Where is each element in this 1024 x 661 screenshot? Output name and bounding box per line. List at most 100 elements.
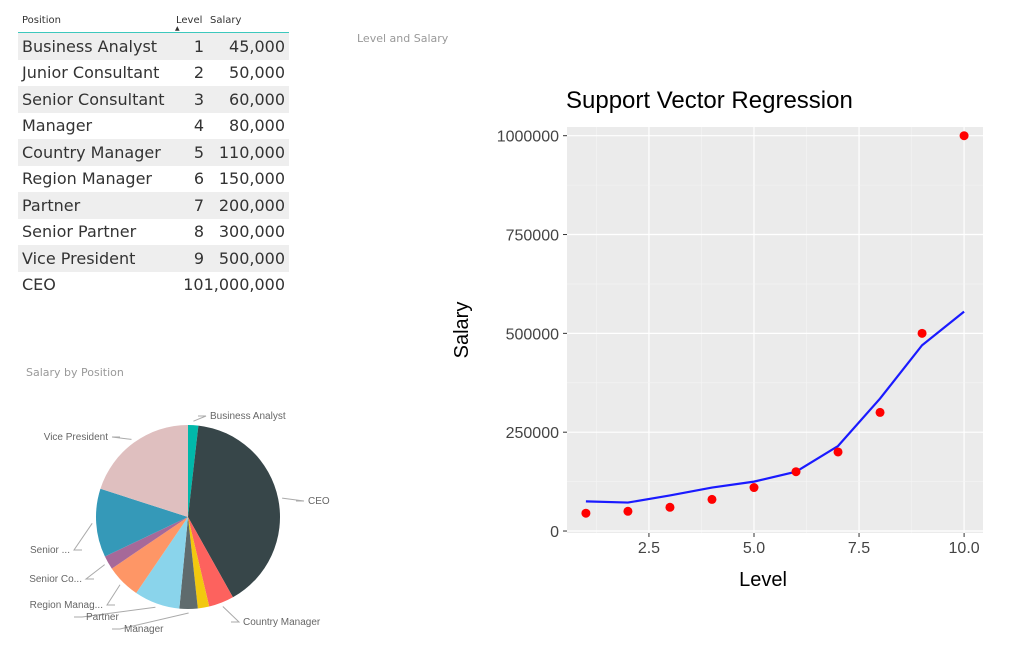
cell-position: Region Manager xyxy=(22,169,152,189)
y-tick-label: 0 xyxy=(550,524,559,541)
y-tick-label: 250000 xyxy=(506,425,559,442)
cell-level: 6 xyxy=(193,169,204,189)
salary-pie-chart: Business Analyst CEO Country Manager Manage… xyxy=(29,411,330,635)
pie-slice xyxy=(188,517,210,609)
pie-leader-line xyxy=(193,415,207,422)
data-point xyxy=(959,131,969,141)
pie-label: Partner xyxy=(86,612,119,623)
cell-salary: 110,000 xyxy=(218,142,285,162)
pie-leader-line xyxy=(222,606,241,623)
y-tick-label: 1000000 xyxy=(497,129,559,146)
salary-table: Position Level Salary ▲ Business Analyst… xyxy=(18,8,289,298)
pie-label: Senior ... xyxy=(30,545,70,556)
chart-title: Support Vector Regression xyxy=(566,87,853,114)
cell-salary: 60,000 xyxy=(229,89,285,109)
header-level[interactable]: Level xyxy=(176,14,203,26)
cell-level: 5 xyxy=(193,142,204,162)
x-tick-label: 10.0 xyxy=(949,540,980,557)
cell-position: Junior Consultant xyxy=(22,63,160,83)
pie-slice xyxy=(96,488,188,557)
data-point xyxy=(707,494,717,504)
pie-label: Region Manag... xyxy=(30,600,103,611)
x-tick-label: 2.5 xyxy=(638,540,660,557)
pie-label: Business Analyst xyxy=(210,411,286,422)
cell-level: 7 xyxy=(193,195,204,215)
table-header: Position Level Salary ▲ xyxy=(18,8,289,33)
cell-salary: 150,000 xyxy=(218,169,285,189)
cell-salary: 45,000 xyxy=(229,36,285,56)
plot-panel xyxy=(567,127,983,533)
cell-position: Country Manager xyxy=(22,142,161,162)
cell-position: Senior Partner xyxy=(22,222,137,242)
regression-line xyxy=(585,310,965,504)
header-salary[interactable]: Salary xyxy=(210,14,242,26)
table-row: Senior Consultant 3 60,000 xyxy=(18,86,289,113)
y-axis-label: Salary xyxy=(451,302,473,359)
pie-label: Vice President xyxy=(44,432,109,443)
x-tick-label: 5.0 xyxy=(743,540,765,557)
data-point xyxy=(875,407,885,417)
cell-salary: 500,000 xyxy=(218,248,285,268)
cell-level: 4 xyxy=(193,116,204,136)
sort-ascending-icon: ▲ xyxy=(175,25,180,32)
table-row: CEO 10 1,000,000 xyxy=(18,272,289,299)
table-row: Senior Partner 8 300,000 xyxy=(18,219,289,246)
cell-salary: 50,000 xyxy=(229,63,285,83)
table-row: Manager 4 80,000 xyxy=(18,113,289,140)
cell-salary: 300,000 xyxy=(218,222,285,242)
cell-position: Manager xyxy=(22,116,93,136)
data-point xyxy=(581,508,591,518)
pie-title: Salary by Position xyxy=(26,366,124,379)
cell-level: 9 xyxy=(193,248,204,268)
pie-leader-line xyxy=(84,564,105,580)
pie-leader-line xyxy=(73,523,93,551)
cell-position: Business Analyst xyxy=(22,36,158,56)
cell-salary: 200,000 xyxy=(218,195,285,215)
pie-leader-line xyxy=(106,584,121,606)
cell-position: CEO xyxy=(22,275,56,295)
table-row: Country Manager 5 110,000 xyxy=(18,139,289,166)
data-point xyxy=(833,447,843,457)
cell-position: Senior Consultant xyxy=(22,89,165,109)
x-axis-label: Level xyxy=(739,569,787,591)
table-row: Junior Consultant 2 50,000 xyxy=(18,60,289,87)
data-point xyxy=(665,502,675,512)
cell-level: 2 xyxy=(193,63,204,83)
cell-level: 3 xyxy=(193,89,204,109)
pie-label: Senior Co... xyxy=(29,574,82,585)
level-salary-title: Level and Salary xyxy=(357,32,449,45)
pie-slice xyxy=(179,517,198,609)
table-row: Business Analyst 1 45,000 xyxy=(18,33,289,60)
cell-level: 1 xyxy=(193,36,204,56)
table-row: Region Manager 6 150,000 xyxy=(18,166,289,193)
table-row: Vice President 9 500,000 xyxy=(18,245,289,272)
table-row: Partner 7 200,000 xyxy=(18,192,289,219)
pie-label: Country Manager xyxy=(243,617,321,628)
svr-chart: 2.5 5.0 7.5 10.0 0 250000 500000 750000 1000000 S… xyxy=(451,87,983,591)
y-tick-label: 500000 xyxy=(506,326,559,343)
pie-label: CEO xyxy=(308,496,330,507)
pie-slice xyxy=(188,517,233,607)
cell-salary: 80,000 xyxy=(229,116,285,136)
cell-position: Partner xyxy=(22,195,81,215)
pie-label: Manager xyxy=(124,624,164,635)
pie-leader-line xyxy=(112,612,189,630)
pie-slice xyxy=(100,425,188,517)
cell-position: Vice President xyxy=(22,248,136,268)
pie-slice xyxy=(111,517,188,594)
pie-leader-line xyxy=(111,436,132,440)
cell-level: 8 xyxy=(193,222,204,242)
cell-salary: 1,000,000 xyxy=(203,275,285,295)
data-point xyxy=(917,328,927,338)
pie-leader-line xyxy=(74,606,156,618)
cell-level: 10 xyxy=(183,275,204,295)
pie-slice xyxy=(188,425,281,598)
pie-slice xyxy=(136,517,188,609)
x-tick-label: 7.5 xyxy=(848,540,870,557)
y-tick-label: 750000 xyxy=(506,228,559,245)
pie-leader-line xyxy=(282,497,305,502)
data-point xyxy=(791,467,801,477)
data-point xyxy=(749,483,759,493)
pie-slice xyxy=(188,425,199,517)
header-position[interactable]: Position xyxy=(22,14,61,26)
